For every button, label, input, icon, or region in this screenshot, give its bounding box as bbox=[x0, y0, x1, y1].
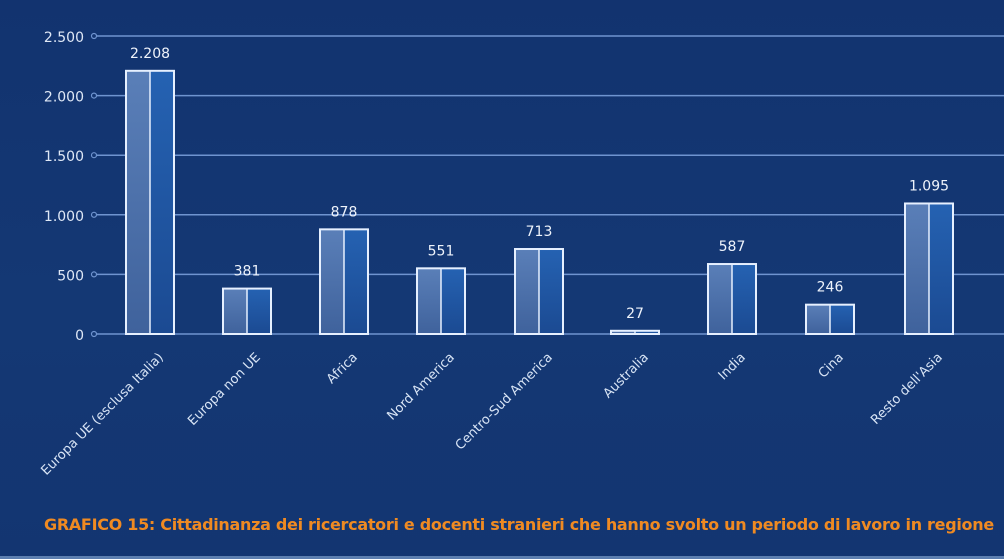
bar-value-label: 1.095 bbox=[909, 178, 949, 194]
bar bbox=[125, 69, 175, 335]
bar-left-half bbox=[417, 268, 441, 334]
bar-left-half bbox=[126, 70, 150, 334]
bar bbox=[805, 303, 855, 335]
bar bbox=[904, 202, 954, 335]
bar-left-half bbox=[905, 203, 929, 334]
bar-right-half bbox=[441, 268, 465, 334]
bar-right-half bbox=[539, 249, 563, 334]
bar bbox=[416, 267, 466, 335]
x-tick-label: Centro-Sud America bbox=[453, 350, 556, 453]
x-tick-label: Nord America bbox=[384, 350, 457, 423]
chart-caption: GRAFICO 15: Cittadinanza dei ricercatori… bbox=[44, 515, 994, 534]
y-tick-label: 2.000 bbox=[44, 90, 84, 106]
gridline-marker bbox=[90, 152, 98, 159]
y-tick-label: 0 bbox=[75, 328, 84, 344]
bar-chart: 0 500 1.000 1.500 2.000 2.500 2.208 Europa UE (… bbox=[38, 30, 1004, 479]
bar-right-half bbox=[635, 330, 659, 334]
y-tick-label: 1.500 bbox=[44, 149, 84, 165]
bar-left-half bbox=[708, 264, 732, 334]
gridline-marker bbox=[90, 271, 98, 278]
y-tick-label: 500 bbox=[57, 268, 84, 284]
gridline-marker bbox=[90, 330, 98, 338]
x-tick-label: Europa non UE bbox=[185, 350, 264, 429]
bar-left-half bbox=[806, 304, 830, 334]
bar-right-half bbox=[150, 70, 174, 334]
bar-right-half bbox=[929, 203, 953, 334]
x-tick-label: India bbox=[716, 350, 749, 383]
bar-right-half bbox=[732, 264, 756, 334]
bar bbox=[707, 263, 757, 335]
y-tick-label: 1.000 bbox=[44, 209, 84, 225]
bar bbox=[514, 248, 564, 336]
x-tick-label: Resto dell'Asia bbox=[868, 350, 946, 428]
bar-value-label: 713 bbox=[526, 224, 553, 240]
bar-value-label: 587 bbox=[719, 239, 746, 255]
bar-left-half bbox=[611, 330, 635, 334]
x-tick-label: Australia bbox=[601, 350, 652, 401]
bar-value-label: 2.208 bbox=[130, 46, 170, 62]
bar bbox=[319, 228, 369, 336]
gridline-marker bbox=[90, 32, 98, 40]
bar-left-half bbox=[223, 288, 247, 334]
bar-value-label: 246 bbox=[817, 280, 844, 296]
bar-value-label: 878 bbox=[331, 204, 358, 220]
bar bbox=[222, 287, 272, 336]
y-tick-label: 2.500 bbox=[44, 30, 84, 46]
bar-right-half bbox=[344, 229, 368, 334]
bars-layer bbox=[125, 69, 954, 336]
bar-value-label: 27 bbox=[626, 306, 644, 322]
bar bbox=[610, 329, 660, 335]
x-tick-label: Europa UE (esclusa Italia) bbox=[38, 350, 166, 478]
bar-right-half bbox=[830, 304, 854, 334]
bar-left-half bbox=[515, 249, 539, 334]
bottom-divider bbox=[0, 556, 1004, 559]
bar-value-label: 381 bbox=[234, 264, 261, 280]
bar-right-half bbox=[247, 288, 271, 334]
x-tick-label: Cina bbox=[816, 350, 847, 381]
gridline-marker bbox=[90, 92, 98, 99]
gridline-marker bbox=[90, 211, 98, 218]
x-tick-label: Africa bbox=[324, 350, 361, 387]
bar-value-label: 551 bbox=[428, 243, 455, 259]
labels-layer: 0 500 1.000 1.500 2.000 2.500 2.208 Europa UE (… bbox=[38, 30, 949, 479]
bar-left-half bbox=[320, 229, 344, 334]
